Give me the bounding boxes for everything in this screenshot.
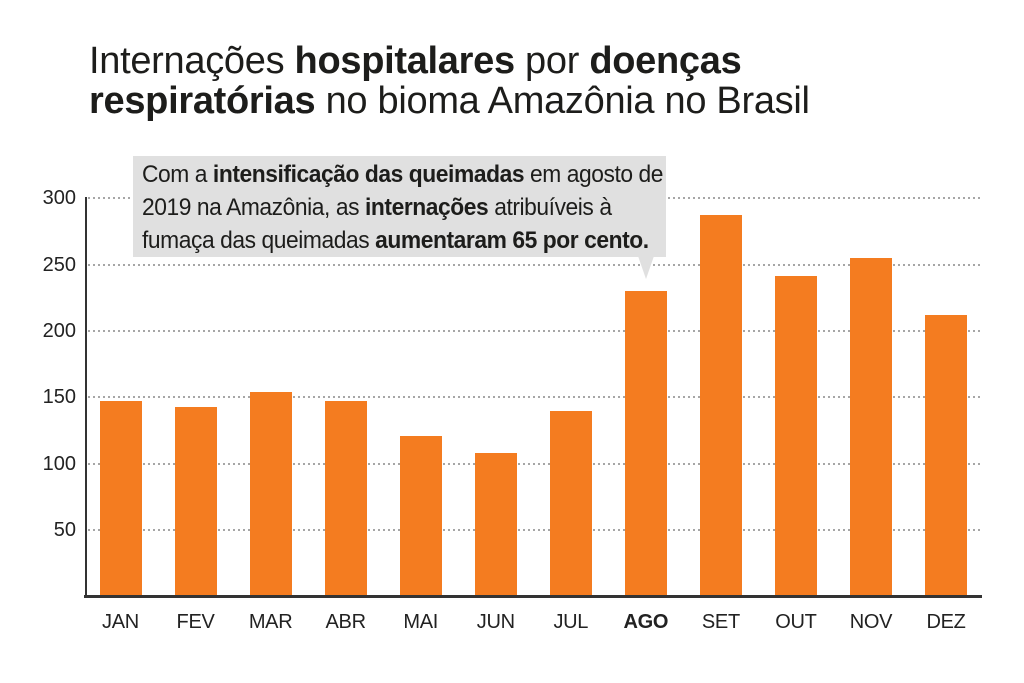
annotation-callout-tail-icon	[638, 256, 654, 279]
bar-jul	[549, 410, 592, 596]
x-tick-label-mar: MAR	[248, 611, 293, 633]
x-tick-label-abr: ABR	[325, 611, 367, 633]
text-segment-bold: respiratórias	[89, 80, 316, 122]
chart-title: Internações hospitalares por doenças res…	[89, 41, 810, 121]
x-tick-label-dez: DEZ	[926, 611, 966, 633]
text-segment: em agosto de	[524, 161, 664, 188]
gridline-200	[88, 329, 982, 332]
x-tick-label-nov: NOV	[849, 611, 893, 633]
x-tick-label-jun: JUN	[476, 611, 515, 633]
y-tick-label-150: 150	[42, 386, 76, 409]
bar-jun	[474, 453, 517, 596]
x-tick-label-jan: JAN	[102, 611, 139, 633]
x-axis-line	[84, 595, 982, 598]
bar-fev	[174, 406, 217, 596]
bar-mai	[399, 435, 442, 596]
bar-mar	[249, 391, 292, 596]
bar-set	[699, 215, 742, 596]
bar-out	[774, 276, 817, 596]
text-segment: fumaça das queimadas	[142, 227, 376, 255]
text-segment: por	[514, 40, 590, 82]
text-segment-bold: hospitalares	[294, 40, 516, 82]
chart-title-line1: Internações hospitalares por doenças	[89, 41, 810, 81]
x-tick-label-set: SET	[701, 611, 740, 633]
annotation-line-3: fumaça das queimadas aumentaram 65 por c…	[142, 224, 649, 257]
bar-ago	[624, 291, 667, 596]
y-tick-label-100: 100	[42, 452, 76, 475]
y-tick-label-250: 250	[42, 253, 76, 276]
text-segment: no bioma Amazônia no Brasil	[315, 80, 810, 122]
annotation-callout: Com a intensificação das queimadas em ag…	[133, 156, 666, 257]
bar-dez	[925, 314, 968, 596]
y-tick-label-200: 200	[42, 319, 76, 342]
text-segment-bold: internações	[364, 194, 489, 222]
bar-abr	[324, 401, 367, 596]
bar-nov	[850, 257, 892, 596]
bar-jan	[99, 401, 142, 596]
text-segment: Internações	[89, 40, 295, 82]
x-tick-label-out: OUT	[775, 611, 817, 633]
y-tick-label-300: 300	[42, 187, 76, 210]
annotation-line-1: Com a intensificação das queimadas em ag…	[142, 158, 663, 191]
x-tick-label-ago: AGO	[623, 611, 669, 633]
gridline-50	[88, 529, 982, 532]
x-tick-label-mai: MAI	[403, 611, 439, 633]
x-tick-label-jul: JUL	[553, 611, 589, 633]
gridline-100	[88, 462, 982, 465]
text-segment-bold: intensificação das queimadas	[212, 161, 525, 188]
y-axis-line	[84, 197, 87, 597]
text-segment: Com a	[142, 161, 213, 188]
gridline-250	[88, 263, 982, 266]
annotation-line-2: 2019 na Amazônia, as internações atribuí…	[142, 191, 640, 224]
chart-title-line2: respiratórias no bioma Amazônia no Brasi…	[89, 81, 810, 121]
x-tick-label-fev: FEV	[176, 611, 215, 633]
gridline-150	[88, 396, 982, 399]
text-segment: atribuíveis à	[488, 194, 612, 222]
text-segment-bold: doenças	[589, 40, 742, 82]
y-tick-label-50: 50	[53, 519, 76, 542]
text-segment-bold: aumentaram 65 por cento.	[375, 227, 649, 255]
text-segment: 2019 na Amazônia, as	[142, 194, 365, 222]
